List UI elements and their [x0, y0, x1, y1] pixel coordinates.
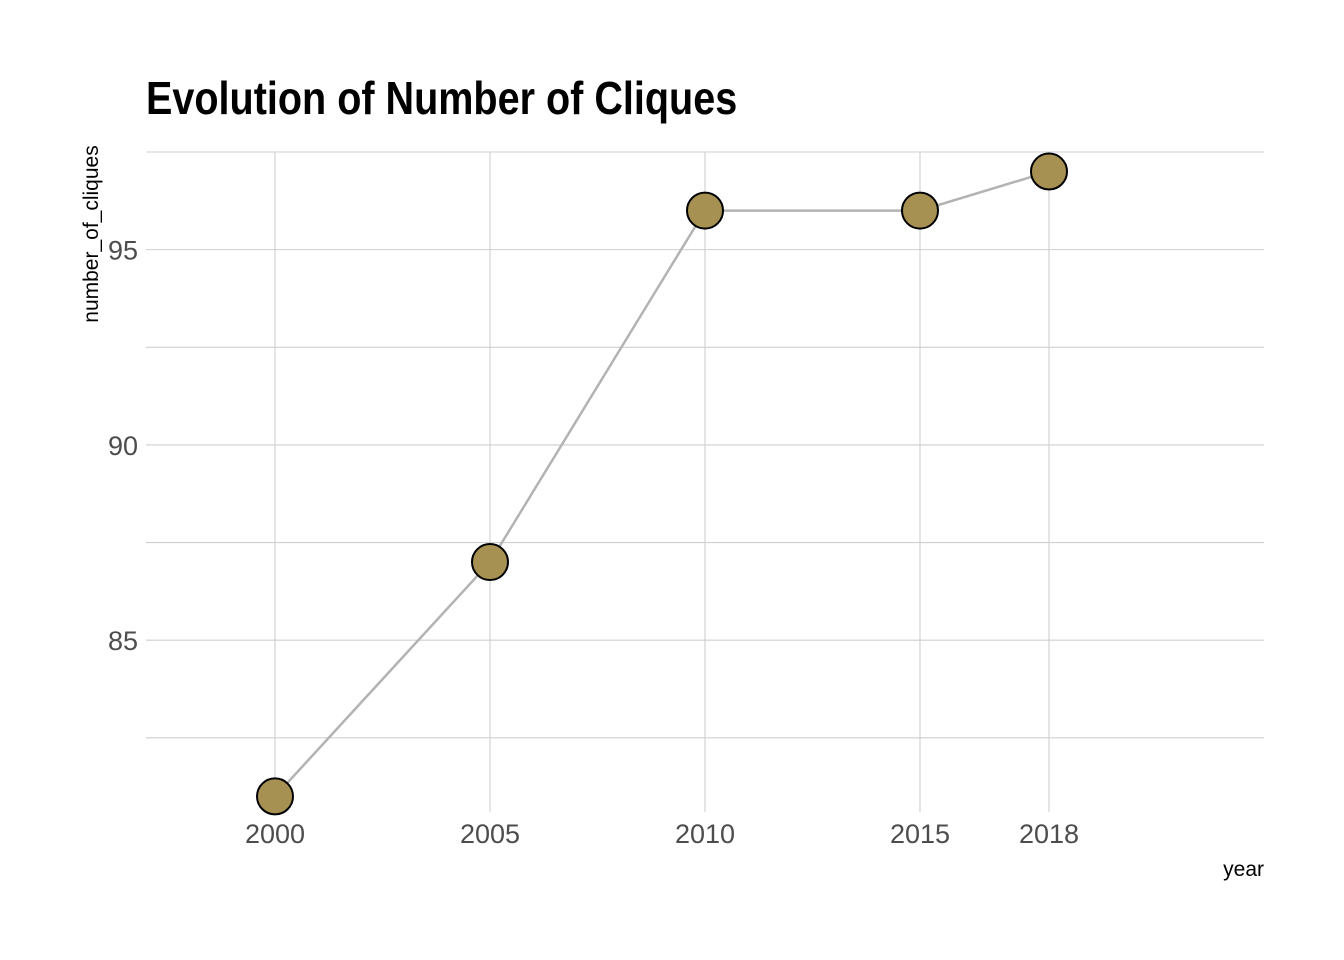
x-axis-title: year — [1223, 858, 1264, 881]
y-tick-labels: 85 90 95 — [108, 236, 138, 657]
x-tick-label: 2000 — [245, 819, 305, 849]
data-point — [471, 543, 509, 582]
x-tick-labels: 2000 2005 2010 2015 2018 — [245, 819, 1079, 849]
y-tick-label: 95 — [108, 236, 138, 266]
data-series — [256, 152, 1068, 816]
y-tick-label: 90 — [108, 431, 138, 461]
chart-title: Evolution of Number of Cliques — [146, 72, 738, 124]
x-tick-label: 2015 — [890, 819, 950, 849]
x-tick-label: 2018 — [1019, 819, 1079, 849]
data-point — [686, 191, 724, 230]
data-point — [901, 191, 939, 230]
y-axis-title: number_of_cliques — [80, 145, 103, 322]
data-point — [1030, 152, 1068, 191]
data-point — [256, 777, 294, 816]
grid-lines — [146, 151, 1264, 812]
x-tick-label: 2010 — [675, 819, 735, 849]
x-tick-label: 2005 — [460, 819, 520, 849]
y-tick-label: 85 — [108, 626, 138, 656]
series-line — [274, 170, 1050, 798]
